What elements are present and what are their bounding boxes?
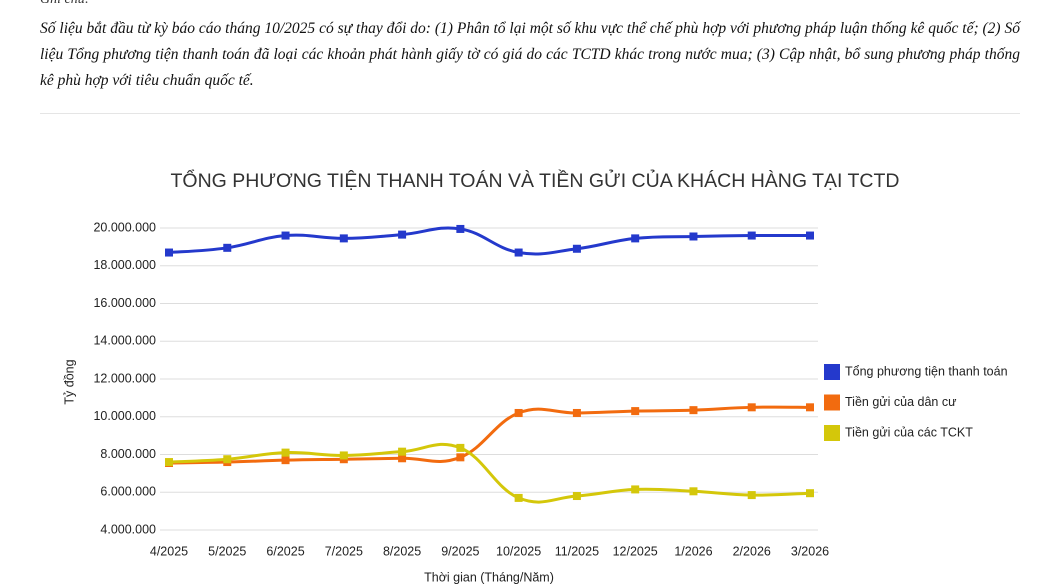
x-axis-label: Thời gian (Tháng/Năm): [424, 570, 554, 584]
point-marker: [456, 224, 465, 233]
point-marker: [456, 453, 465, 462]
legend-swatch: [824, 364, 840, 380]
x-tick-label: 8/2025: [383, 544, 421, 558]
x-tick-label: 7/2025: [325, 544, 363, 558]
point-marker: [747, 231, 756, 240]
point-marker: [223, 243, 232, 252]
point-marker: [572, 244, 581, 253]
point-marker: [572, 408, 581, 417]
point-marker: [456, 443, 465, 452]
point-marker: [806, 489, 814, 498]
point-marker: [514, 493, 523, 502]
point-marker: [631, 485, 640, 494]
point-marker: [806, 403, 814, 412]
point-marker: [165, 458, 173, 467]
y-tick-label: 16.000.000: [93, 296, 156, 310]
legend-label: Tiền gửi của các TCKT: [845, 425, 973, 439]
point-marker: [398, 230, 407, 239]
point-marker: [281, 456, 290, 465]
point-marker: [689, 232, 698, 241]
legend-label: Tiền gửi của dân cư: [845, 395, 956, 409]
x-tick-label: 6/2025: [266, 544, 304, 558]
point-marker: [514, 248, 523, 257]
series-line: [168, 442, 811, 504]
separator: [40, 113, 1020, 114]
note-text: Số liệu bắt đầu từ kỳ báo cáo tháng 10/2…: [40, 20, 1020, 89]
point-marker: [398, 447, 407, 456]
y-tick-label: 8.000.000: [100, 447, 156, 461]
note-heading: Ghi chú:: [40, 0, 89, 8]
x-tick-label: 11/2025: [555, 544, 599, 558]
point-marker: [747, 403, 756, 412]
y-tick-label: 10.000.000: [93, 409, 156, 423]
x-tick-label: 5/2025: [208, 544, 246, 558]
point-marker: [689, 406, 698, 415]
y-tick-label: 14.000.000: [93, 334, 156, 348]
legend-label: Tổng phương tiện thanh toán: [845, 364, 1008, 378]
series-line: [168, 405, 811, 465]
point-marker: [747, 491, 756, 500]
y-tick-label: 18.000.000: [93, 258, 156, 272]
point-marker: [339, 234, 348, 243]
point-marker: [631, 234, 640, 243]
point-marker: [223, 455, 232, 464]
x-tick-label: 4/2025: [150, 544, 188, 558]
y-tick-label: 20.000.000: [93, 220, 156, 234]
legend-swatch: [824, 394, 840, 411]
y-tick-label: 12.000.000: [93, 371, 156, 385]
x-tick-label: 12/2025: [613, 544, 658, 558]
y-axis-label: Tỷ đồng: [62, 359, 76, 404]
point-marker: [339, 451, 348, 460]
point-marker: [631, 407, 640, 416]
point-marker: [572, 492, 581, 501]
y-tick-label: 6.000.000: [100, 485, 156, 499]
x-tick-label: 10/2025: [496, 544, 541, 558]
point-marker: [806, 231, 814, 240]
series-line: [168, 226, 811, 256]
x-tick-label: 3/2026: [791, 544, 829, 558]
x-tick-label: 2/2026: [733, 544, 771, 558]
point-marker: [281, 448, 290, 457]
point-marker: [689, 487, 698, 496]
x-tick-label: 1/2026: [674, 544, 712, 558]
chart-title: TỔNG PHƯƠNG TIỆN THANH TOÁN VÀ TIỀN GỬI …: [170, 168, 899, 192]
legend-swatch: [824, 425, 840, 441]
point-marker: [165, 248, 173, 257]
point-marker: [398, 454, 407, 463]
point-marker: [281, 231, 290, 240]
x-tick-label: 9/2025: [441, 544, 479, 558]
y-tick-label: 4.000.000: [100, 522, 156, 536]
point-marker: [514, 408, 523, 417]
